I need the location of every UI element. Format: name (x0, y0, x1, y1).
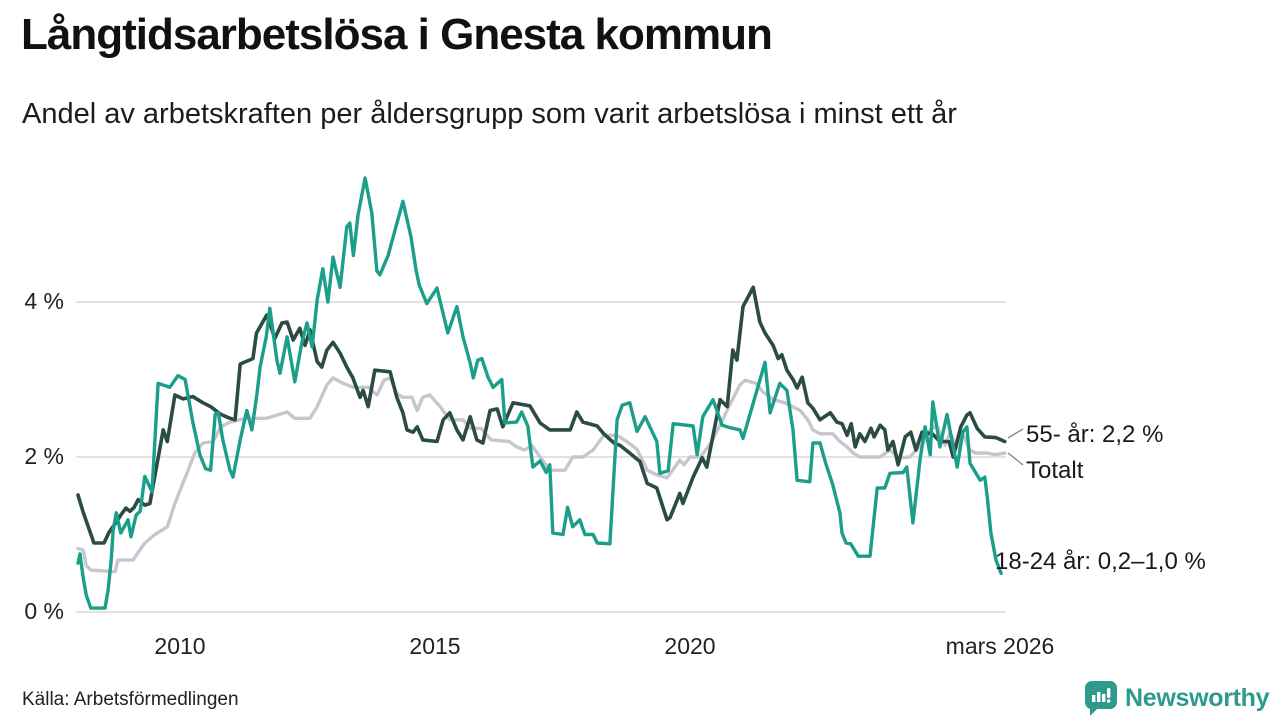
xtick-2010: 2010 (154, 633, 206, 659)
ytick-2: 2 % (24, 443, 64, 469)
newsworthy-logo-text: Newsworthy (1125, 683, 1270, 712)
ytick-4: 4 % (24, 288, 64, 314)
newsworthy-logo-icon (1085, 681, 1117, 716)
series-lines (76, 176, 1007, 610)
chart-subtitle: Andel av arbetskraften per åldersgrupp s… (22, 98, 957, 130)
series-label-totalt: Totalt (1026, 457, 1084, 484)
series-label-1824: 18-24 år: 0,2–1,0 % (995, 548, 1206, 575)
page-title: Långtidsarbetslösa i Gnesta kommun (21, 10, 773, 59)
newsworthy-logo[interactable]: Newsworthy (1084, 680, 1270, 716)
series-label-55ar: 55- år: 2,2 % (1026, 421, 1164, 448)
xtick-mars-2026: mars 2026 (945, 633, 1055, 659)
series-line-totalt (76, 376, 1007, 574)
source-attribution: Källa: Arbetsförmedlingen (22, 689, 239, 710)
connector-totalt (1007, 452, 1024, 466)
xtick-2015: 2015 (409, 633, 461, 659)
label-connector-lines (1007, 428, 1024, 466)
series-line-18-24-r (76, 176, 1003, 610)
ytick-0: 0 % (24, 598, 64, 624)
connector-55ar (1007, 428, 1024, 439)
series-line-55-r (76, 285, 1007, 545)
xtick-2020: 2020 (664, 633, 716, 659)
